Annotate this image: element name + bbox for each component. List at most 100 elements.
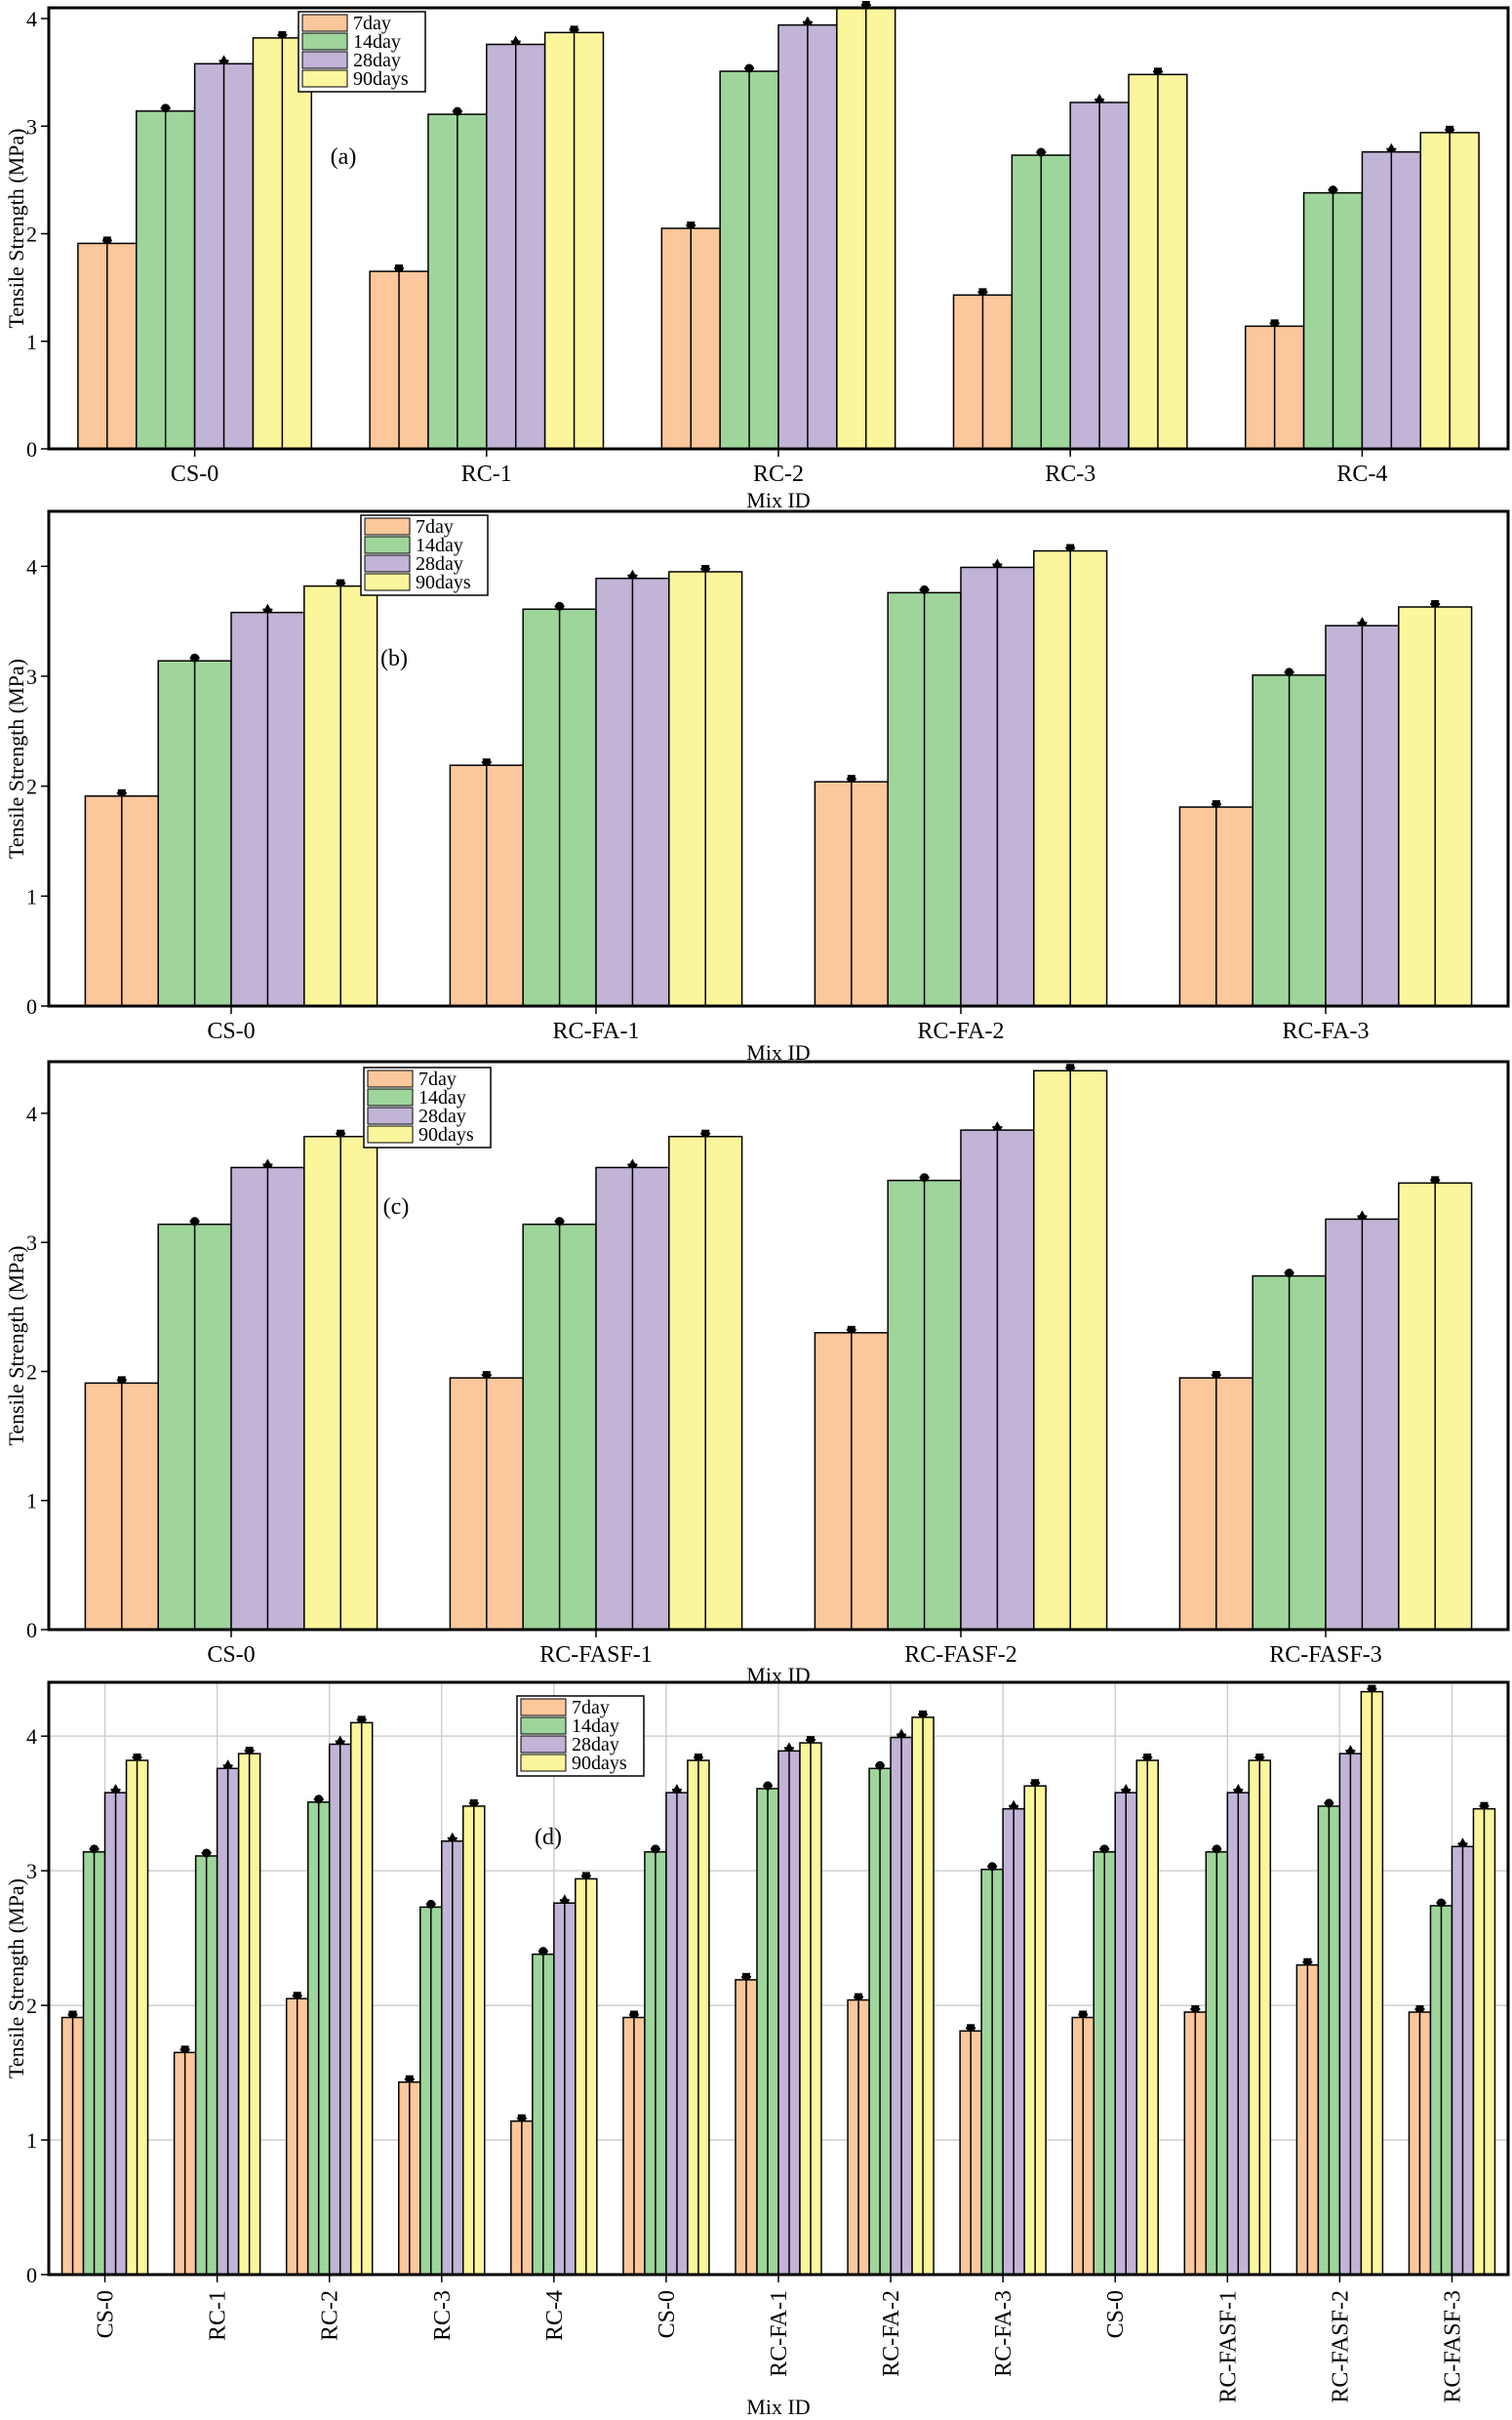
legend-label-90days: 90days	[353, 68, 409, 90]
marker-90days-5	[1446, 125, 1454, 133]
marker-7day-1	[68, 2010, 77, 2018]
marker-7day-4	[1212, 800, 1220, 808]
legend-swatch-90days	[364, 573, 411, 591]
marker-7day-1	[102, 236, 111, 244]
x-tick-label-6: CS-0	[655, 2290, 680, 2338]
x-tick-label-1: CS-0	[94, 2290, 119, 2338]
legend-swatch-14day	[364, 536, 411, 554]
legend-swatch-14day	[520, 1716, 567, 1735]
marker-14day-1	[90, 1844, 99, 1854]
legend-swatch-90days	[301, 69, 348, 88]
marker-7day-5	[1270, 319, 1279, 327]
panel-label: (c)	[383, 1194, 410, 1220]
marker-14day-10	[1099, 1844, 1109, 1854]
marker-7day-4	[405, 2075, 414, 2082]
marker-14day-9	[987, 1862, 997, 1872]
marker-90days-9	[1031, 1779, 1040, 1787]
marker-14day-8	[875, 1760, 885, 1770]
marker-7day-6	[629, 2010, 638, 2018]
x-axis-label: Mix ID	[746, 2395, 810, 2419]
legend-swatch-14day	[301, 32, 348, 51]
marker-28day-13	[1457, 1837, 1468, 1847]
marker-7day-3	[687, 222, 696, 228]
x-tick-label-8: RC-FA-2	[879, 2290, 904, 2377]
plot-frame	[47, 6, 1510, 451]
y-tick-label-3: 3	[26, 114, 37, 139]
marker-90days-13	[1480, 1801, 1489, 1809]
marker-7day-3	[847, 1325, 855, 1333]
marker-28day-11	[1233, 1784, 1244, 1794]
marker-28day-4	[447, 1832, 458, 1841]
x-tick-label-11: RC-FASF-1	[1215, 2290, 1241, 2403]
legend-swatch-90days	[520, 1754, 567, 1772]
x-tick-label-4: RC-3	[430, 2290, 456, 2341]
marker-7day-2	[395, 264, 404, 272]
marker-14day-3	[314, 1795, 324, 1804]
marker-28day-3	[992, 558, 1003, 568]
marker-7day-1	[117, 1376, 126, 1384]
marker-7day-5	[517, 2114, 526, 2121]
marker-90days-3	[861, 1, 870, 8]
marker-90days-2	[570, 25, 578, 33]
x-tick-label-4: RC-3	[1045, 462, 1095, 487]
marker-28day-9	[1009, 1799, 1019, 1809]
x-tick-label-2: RC-FASF-1	[539, 1642, 653, 1668]
legend-label-7day: 7day	[353, 13, 391, 34]
legend-label-7day: 7day	[418, 1069, 457, 1090]
marker-14day-3	[920, 585, 930, 594]
y-tick-label-1: 1	[26, 884, 37, 908]
marker-28day-5	[559, 1894, 570, 1904]
legend-label-90days: 90days	[416, 572, 471, 593]
x-tick-label-5: RC-4	[542, 2290, 568, 2341]
marker-28day-3	[802, 16, 813, 25]
plot-frame	[47, 1060, 1510, 1632]
legend-label-7day: 7day	[572, 1697, 610, 1718]
marker-90days-6	[694, 1754, 702, 1761]
x-tick-label-1: CS-0	[171, 462, 219, 487]
legend-label-28day: 28day	[416, 553, 463, 575]
marker-14day-1	[190, 653, 200, 663]
marker-90days-1	[133, 1754, 141, 1761]
marker-7day-2	[180, 2045, 189, 2053]
y-tick-label-0: 0	[26, 2263, 37, 2287]
marker-14day-12	[1324, 1798, 1333, 1808]
legend-swatch-7day	[301, 14, 348, 32]
marker-7day-3	[847, 775, 855, 783]
marker-90days-10	[1143, 1754, 1152, 1761]
y-axis-label: Tensile Strength (MPa)	[4, 129, 28, 329]
x-tick-label-2: RC-1	[206, 2290, 231, 2341]
marker-28day-2	[627, 569, 638, 579]
x-tick-label-10: CS-0	[1103, 2290, 1129, 2338]
marker-7day-4	[1212, 1371, 1220, 1379]
legend-swatch-28day	[364, 554, 411, 573]
marker-7day-11	[1191, 2004, 1200, 2012]
marker-14day-1	[190, 1217, 200, 1227]
marker-14day-7	[763, 1781, 773, 1791]
y-tick-label-2: 2	[26, 1994, 37, 2018]
x-tick-label-1: CS-0	[207, 1019, 255, 1044]
y-tick-label-4: 4	[26, 554, 37, 579]
marker-28day-6	[671, 1784, 682, 1794]
y-axis-label: Tensile Strength (MPa)	[4, 659, 28, 859]
y-tick-label-4: 4	[26, 1102, 37, 1126]
marker-28day-1	[262, 603, 273, 613]
chart-panel-1: CS-0 RC-1 RC-2 RC-3 RC-4 0 1 2 3 4 Tensile Strengt…	[4, 1, 1510, 512]
x-tick-label-2: RC-1	[461, 462, 512, 487]
marker-7day-2	[482, 758, 491, 766]
marker-28day-1	[219, 55, 229, 64]
marker-14day-5	[538, 1947, 548, 1956]
marker-28day-8	[896, 1728, 907, 1738]
y-tick-label-0: 0	[26, 994, 37, 1019]
marker-90days-1	[337, 1129, 345, 1137]
legend-swatch-7day	[520, 1698, 567, 1716]
legend-label-14day: 14day	[572, 1715, 619, 1737]
x-tick-label-7: RC-FA-1	[767, 2290, 792, 2377]
marker-14day-13	[1436, 1898, 1446, 1908]
marker-90days-7	[807, 1736, 815, 1744]
marker-90days-1	[337, 579, 345, 586]
marker-28day-4	[1357, 617, 1368, 626]
